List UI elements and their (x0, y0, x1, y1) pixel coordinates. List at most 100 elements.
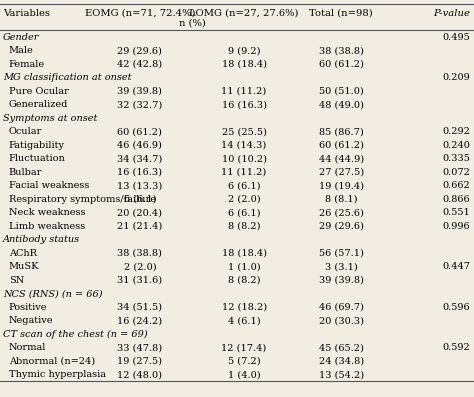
Text: NCS (RNS) (n = 66): NCS (RNS) (n = 66) (3, 289, 102, 299)
Text: Generalized: Generalized (9, 100, 68, 110)
Text: 13 (54.2): 13 (54.2) (319, 370, 364, 380)
Text: 1 (1.0): 1 (1.0) (228, 262, 260, 272)
Text: Pure Ocular: Pure Ocular (9, 87, 68, 96)
Text: EOMG (n=71, 72.4%): EOMG (n=71, 72.4%) (84, 8, 195, 17)
Text: 20 (30.3): 20 (30.3) (319, 316, 364, 326)
Text: 34 (34.7): 34 (34.7) (117, 154, 163, 164)
Text: 34 (51.5): 34 (51.5) (118, 303, 162, 312)
Text: 38 (38.8): 38 (38.8) (319, 46, 364, 56)
Text: 39 (39.8): 39 (39.8) (118, 87, 162, 96)
Text: 18 (18.4): 18 (18.4) (222, 60, 266, 69)
Text: 0.996: 0.996 (442, 222, 470, 231)
Text: 0.292: 0.292 (442, 127, 470, 137)
Text: 2 (2.0): 2 (2.0) (228, 195, 260, 204)
Text: 0.447: 0.447 (442, 262, 470, 272)
Text: 27 (27.5): 27 (27.5) (319, 168, 364, 177)
Text: 60 (61.2): 60 (61.2) (319, 141, 364, 150)
Text: 10 (10.2): 10 (10.2) (222, 154, 266, 164)
Text: Neck weakness: Neck weakness (9, 208, 85, 218)
Text: 6 (6.1): 6 (6.1) (124, 195, 156, 204)
Text: 46 (69.7): 46 (69.7) (319, 303, 364, 312)
Text: 0.495: 0.495 (442, 33, 470, 42)
Text: Normal: Normal (9, 343, 46, 353)
Text: Thymic hyperplasia: Thymic hyperplasia (9, 370, 106, 380)
Text: Female: Female (9, 60, 45, 69)
Text: CT scan of the chest (n = 69): CT scan of the chest (n = 69) (3, 330, 147, 339)
Text: 5 (7.2): 5 (7.2) (228, 357, 260, 366)
Text: Bulbar: Bulbar (9, 168, 42, 177)
Text: 38 (38.8): 38 (38.8) (118, 249, 162, 258)
Text: 48 (49.0): 48 (49.0) (319, 100, 364, 110)
Text: 12 (18.2): 12 (18.2) (221, 303, 267, 312)
Text: SN: SN (9, 276, 24, 285)
Text: 29 (29.6): 29 (29.6) (118, 46, 162, 56)
Text: 11 (11.2): 11 (11.2) (221, 168, 267, 177)
Text: 0.866: 0.866 (442, 195, 470, 204)
Text: 31 (31.6): 31 (31.6) (117, 276, 163, 285)
Text: MG classification at onset: MG classification at onset (3, 73, 131, 83)
Text: 8 (8.2): 8 (8.2) (228, 276, 260, 285)
Text: 2 (2.0): 2 (2.0) (124, 262, 156, 272)
Text: 60 (61.2): 60 (61.2) (319, 60, 364, 69)
Text: 0.551: 0.551 (442, 208, 470, 218)
Text: 12 (17.4): 12 (17.4) (221, 343, 267, 353)
Text: 85 (86.7): 85 (86.7) (319, 127, 364, 137)
Text: Respiratory symptoms/failure: Respiratory symptoms/failure (9, 195, 155, 204)
Text: 4 (6.1): 4 (6.1) (228, 316, 260, 326)
Text: 42 (42.8): 42 (42.8) (117, 60, 163, 69)
Text: 60 (61.2): 60 (61.2) (118, 127, 162, 137)
Text: 24 (34.8): 24 (34.8) (319, 357, 364, 366)
Text: 44 (44.9): 44 (44.9) (319, 154, 364, 164)
Text: 1 (4.0): 1 (4.0) (228, 370, 260, 380)
Text: 0.072: 0.072 (442, 168, 470, 177)
Text: Fluctuation: Fluctuation (9, 154, 65, 164)
Text: 0.596: 0.596 (442, 303, 470, 312)
Text: 20 (20.4): 20 (20.4) (118, 208, 162, 218)
Text: 8 (8.2): 8 (8.2) (228, 222, 260, 231)
Text: 21 (21.4): 21 (21.4) (117, 222, 163, 231)
Text: P-value: P-value (433, 8, 470, 17)
Text: 0.592: 0.592 (442, 343, 470, 353)
Text: 19 (19.4): 19 (19.4) (319, 181, 364, 191)
Text: 9 (9.2): 9 (9.2) (228, 46, 260, 56)
Text: 0.335: 0.335 (442, 154, 470, 164)
Text: MuSK: MuSK (9, 262, 39, 272)
Text: 25 (25.5): 25 (25.5) (222, 127, 266, 137)
Text: 0.240: 0.240 (442, 141, 470, 150)
Text: LOMG (n=27, 27.6%): LOMG (n=27, 27.6%) (189, 8, 299, 17)
Text: 16 (24.2): 16 (24.2) (117, 316, 163, 326)
Text: 3 (3.1): 3 (3.1) (325, 262, 358, 272)
Text: 13 (13.3): 13 (13.3) (117, 181, 163, 191)
Text: 16 (16.3): 16 (16.3) (222, 100, 266, 110)
Text: Negative: Negative (9, 316, 53, 326)
Text: Total (n=98): Total (n=98) (310, 8, 373, 17)
Text: Gender: Gender (3, 33, 39, 42)
Text: Male: Male (9, 46, 33, 56)
Text: Fatigability: Fatigability (9, 141, 64, 150)
Text: Variables: Variables (3, 8, 50, 17)
Text: 39 (39.8): 39 (39.8) (319, 276, 364, 285)
Text: 26 (25.6): 26 (25.6) (319, 208, 364, 218)
Text: 12 (48.0): 12 (48.0) (118, 370, 162, 380)
Text: 6 (6.1): 6 (6.1) (228, 181, 260, 191)
Text: Abnormal (n=24): Abnormal (n=24) (9, 357, 95, 366)
Text: Positive: Positive (9, 303, 47, 312)
Text: 29 (29.6): 29 (29.6) (319, 222, 364, 231)
Text: 50 (51.0): 50 (51.0) (319, 87, 364, 96)
Text: n (%): n (%) (179, 19, 205, 27)
Text: 32 (32.7): 32 (32.7) (117, 100, 163, 110)
Text: 45 (65.2): 45 (65.2) (319, 343, 364, 353)
Text: 0.662: 0.662 (442, 181, 470, 191)
Text: 0.209: 0.209 (442, 73, 470, 83)
Text: Symptoms at onset: Symptoms at onset (3, 114, 97, 123)
Text: 14 (14.3): 14 (14.3) (221, 141, 267, 150)
Text: AChR: AChR (9, 249, 36, 258)
Text: 19 (27.5): 19 (27.5) (118, 357, 162, 366)
Text: 56 (57.1): 56 (57.1) (319, 249, 364, 258)
Text: 18 (18.4): 18 (18.4) (222, 249, 266, 258)
Text: Facial weakness: Facial weakness (9, 181, 89, 191)
Text: 6 (6.1): 6 (6.1) (228, 208, 260, 218)
Text: 8 (8.1): 8 (8.1) (325, 195, 357, 204)
Text: 16 (16.3): 16 (16.3) (118, 168, 162, 177)
Text: 11 (11.2): 11 (11.2) (221, 87, 267, 96)
